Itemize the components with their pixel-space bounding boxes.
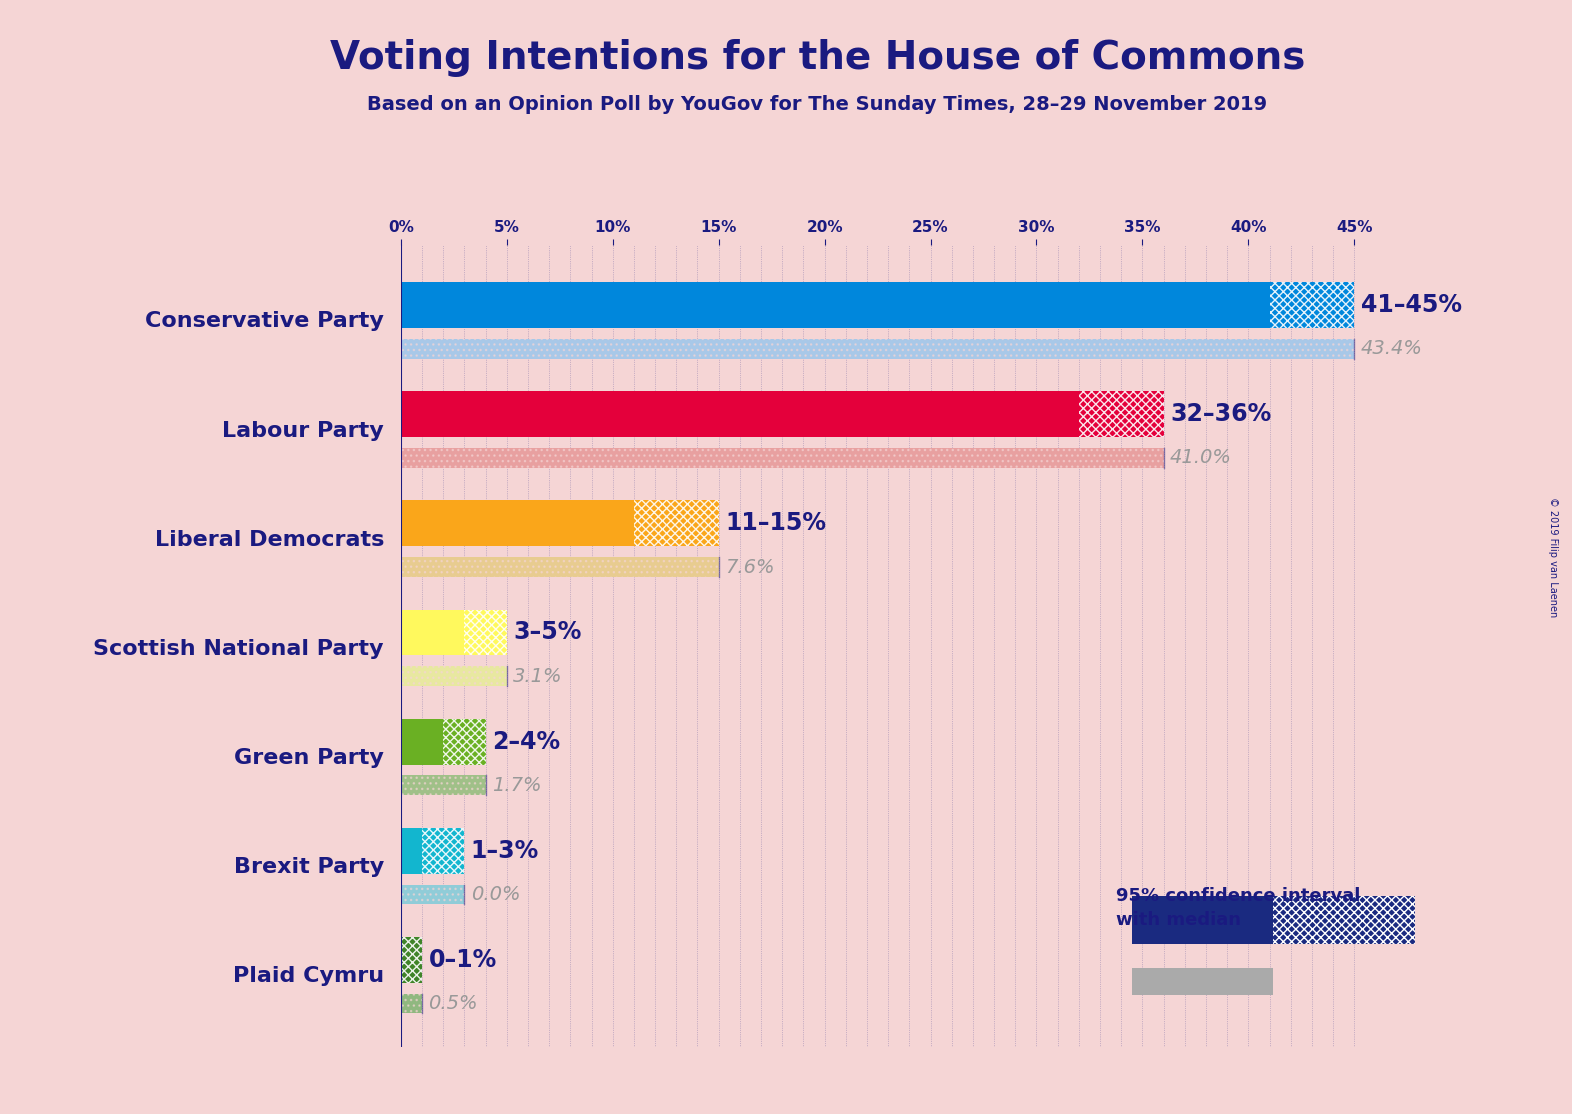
Bar [401,937,421,983]
Text: Based on an Opinion Poll by YouGov for The Sunday Times, 28–29 November 2019: Based on an Opinion Poll by YouGov for T… [368,95,1267,114]
Bar [401,775,486,795]
Bar [1270,282,1355,328]
Bar [401,775,486,795]
Bar [401,994,421,1014]
Text: © 2019 Filip van Laenen: © 2019 Filip van Laenen [1548,497,1558,617]
Bar [401,448,1163,468]
Text: Plaid Cymru: Plaid Cymru [233,966,384,986]
Bar [401,885,464,905]
Bar [401,666,506,686]
Bar [401,557,718,577]
Bar [401,937,421,983]
Bar [401,994,421,1014]
Bar [464,609,506,655]
Bar [634,500,718,546]
Bar [634,500,718,546]
Text: 1.7%: 1.7% [492,775,541,794]
Text: 32–36%: 32–36% [1170,402,1272,427]
Bar [401,448,1163,468]
Text: 2–4%: 2–4% [492,730,560,753]
Bar [464,609,506,655]
Text: 43.4%: 43.4% [1361,340,1423,359]
Text: 95% confidence interval: 95% confidence interval [1116,887,1360,905]
Bar [401,282,1270,328]
Text: 7.6%: 7.6% [725,557,775,577]
Bar [401,885,464,905]
Text: 0.5%: 0.5% [429,994,478,1013]
Bar [401,666,506,686]
Bar [421,828,464,873]
Text: Liberal Democrats: Liberal Democrats [154,530,384,549]
Text: 0.0%: 0.0% [470,885,520,903]
Bar [1273,896,1415,945]
Text: 41.0%: 41.0% [1170,448,1232,468]
Text: Green Party: Green Party [234,747,384,768]
Bar [1078,391,1163,437]
Text: 0–1%: 0–1% [429,948,497,971]
Text: Voting Intentions for the House of Commons: Voting Intentions for the House of Commo… [330,39,1305,77]
Bar [401,609,464,655]
Text: Conservative Party: Conservative Party [145,312,384,332]
Bar [1270,282,1355,328]
Bar [401,339,1355,359]
Text: Brexit Party: Brexit Party [234,857,384,877]
Text: with median: with median [1116,911,1242,929]
Bar [1132,968,1273,995]
Bar [401,828,421,873]
Text: 3.1%: 3.1% [512,666,563,685]
Bar [401,339,1355,359]
Bar [1273,896,1415,945]
Bar [401,719,443,764]
Text: 41–45%: 41–45% [1361,293,1462,317]
Text: 1–3%: 1–3% [470,839,539,862]
Bar [443,719,486,764]
Text: 11–15%: 11–15% [725,511,825,536]
Bar [1078,391,1163,437]
Text: Labour Party: Labour Party [222,421,384,441]
Bar [421,828,464,873]
Bar [443,719,486,764]
Bar [1132,896,1273,945]
Bar [401,500,634,546]
Text: Scottish National Party: Scottish National Party [93,638,384,658]
Bar [401,391,1078,437]
Text: Last result: Last result [1140,980,1234,998]
Bar [401,557,718,577]
Text: 3–5%: 3–5% [512,620,582,645]
